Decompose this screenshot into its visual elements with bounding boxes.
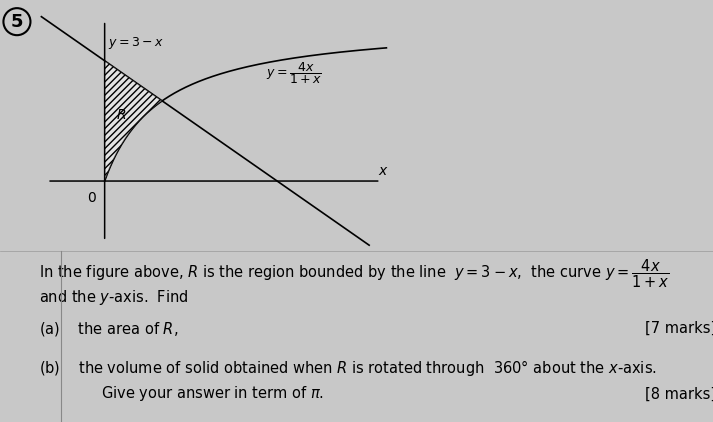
Text: $x$: $x$	[378, 164, 389, 178]
Text: and the $y$-axis.  Find: and the $y$-axis. Find	[39, 287, 189, 306]
Text: $R$: $R$	[116, 108, 126, 122]
Text: In the figure above, $R$ is the region bounded by the line  $y = 3-x$,  the curv: In the figure above, $R$ is the region b…	[39, 258, 670, 290]
Text: Give your answer in term of $\pi$.: Give your answer in term of $\pi$.	[101, 384, 324, 403]
Text: 5: 5	[11, 13, 24, 31]
Text: $y = 3 - x$: $y = 3 - x$	[108, 35, 163, 51]
Text: [8 marks]: [8 marks]	[645, 387, 713, 402]
Text: [7 marks]: [7 marks]	[645, 320, 713, 335]
Text: (b)    the volume of solid obtained when $R$ is rotated through  $360°$ about th: (b) the volume of solid obtained when $R…	[39, 358, 657, 378]
Text: 0: 0	[87, 191, 96, 205]
Text: $y = \dfrac{4x}{1+x}$: $y = \dfrac{4x}{1+x}$	[266, 60, 322, 86]
Text: (a)    the area of $R$,: (a) the area of $R$,	[39, 320, 179, 338]
